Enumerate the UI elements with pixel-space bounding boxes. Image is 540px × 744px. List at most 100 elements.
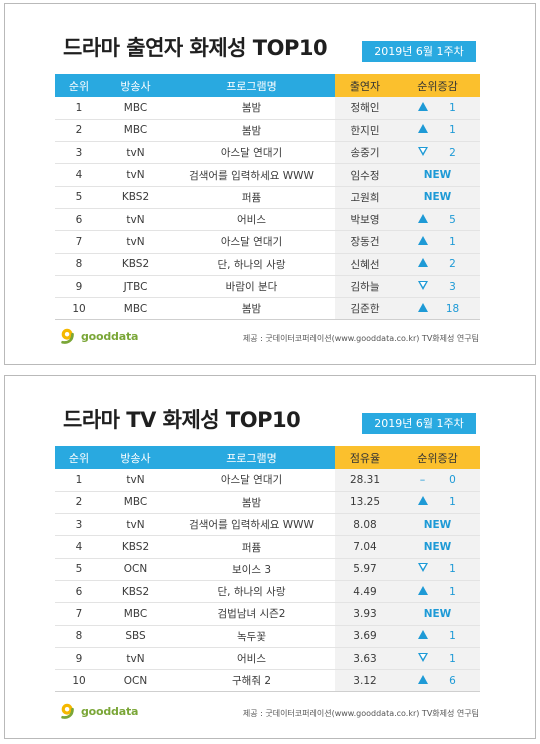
rank-cell: 5: [55, 558, 103, 581]
channel-cell: OCN: [103, 558, 168, 581]
change-amount: 1: [449, 652, 456, 665]
rank-change-cell: 2: [395, 141, 480, 165]
new-badge: NEW: [423, 607, 452, 620]
channel-cell: MBC: [103, 602, 168, 626]
triangle-up-icon: [417, 101, 428, 111]
table-row: 5 KBS2 퍼퓸 고원희 NEW: [55, 186, 480, 209]
rank-cell: 5: [55, 186, 103, 209]
program-cell: 퍼퓸: [168, 535, 335, 559]
channel-cell: tvN: [103, 230, 168, 254]
value-cell: 3.12: [335, 669, 395, 693]
table-row: 5 OCN 보이스 3 5.97 1: [55, 558, 480, 581]
value-cell: 김준한: [335, 297, 395, 321]
rank-change-cell: NEW: [395, 513, 480, 537]
change-amount: 2: [449, 146, 456, 159]
table-row: 2 MBC 봄밤 한지민 1: [55, 119, 480, 143]
rank-change: NEW: [395, 541, 480, 553]
program-cell: 아스달 연대기: [168, 141, 335, 165]
panel-title: 드라마 출연자 화제성 TOP10: [63, 36, 328, 60]
gooddata-logo-icon: [61, 703, 74, 719]
rank-cell: 9: [55, 275, 103, 299]
rank-change: 1: [395, 630, 480, 642]
channel-cell: tvN: [103, 163, 168, 187]
value-cell: 송중기: [335, 141, 395, 165]
program-cell: 봄밤: [168, 97, 335, 120]
change-direction: –: [408, 473, 438, 486]
change-amount: 0: [449, 473, 456, 486]
new-badge: NEW: [423, 191, 452, 204]
program-cell: 검색어를 입력하세요 WWW: [168, 163, 335, 187]
header-channel: 방송사: [103, 446, 168, 469]
actor-buzz-panel: 드라마 출연자 화제성 TOP10 2019년 6월 1주차 순위 방송사 프로…: [4, 3, 536, 365]
week-badge: 2019년 6월 1주차: [362, 413, 476, 434]
rank-change: 1: [395, 585, 480, 598]
rank-change: NEW: [395, 191, 480, 203]
table-row: 1 MBC 봄밤 정해인 1: [55, 97, 480, 120]
channel-cell: tvN: [103, 513, 168, 537]
program-cell: 아스달 연대기: [168, 230, 335, 254]
triangle-up-icon: [417, 302, 428, 312]
header-share: 점유율: [335, 446, 395, 469]
change-direction: [408, 101, 438, 114]
table-row: 7 MBC 검법남녀 시즌2 3.93 NEW: [55, 602, 480, 626]
rank-change: 1: [395, 124, 480, 136]
channel-cell: tvN: [103, 208, 168, 232]
program-cell: 봄밤: [168, 491, 335, 515]
channel-cell: MBC: [103, 97, 168, 120]
table-row: 1 tvN 아스달 연대기 28.31–0: [55, 469, 480, 492]
rank-change: 1: [395, 563, 480, 575]
rank-change: 18: [395, 302, 480, 315]
triangle-down-outline-icon: [417, 280, 428, 290]
rank-change-cell: NEW: [395, 535, 480, 559]
rank-change-cell: 3: [395, 275, 480, 299]
value-cell: 3.63: [335, 647, 395, 671]
program-cell: 바람이 분다: [168, 275, 335, 299]
header-rank-change: 순위증감: [395, 74, 480, 97]
channel-cell: MBC: [103, 491, 168, 515]
change-amount: 1: [449, 496, 456, 509]
change-amount: 1: [449, 563, 456, 576]
table-row: 6 KBS2 단, 하나의 사랑 4.49 1: [55, 580, 480, 604]
program-cell: 봄밤: [168, 297, 335, 321]
rank-change: NEW: [395, 608, 480, 620]
ranking-table: 순위 방송사 프로그램명 출연자 순위증감 1 MBC 봄밤 정해인 1 2 MBC 봄밤 한지…: [55, 74, 480, 321]
change-direction: [408, 674, 438, 687]
value-cell: 정해인: [335, 97, 395, 120]
value-cell: 7.04: [335, 535, 395, 559]
rank-change-cell: 1: [395, 491, 480, 515]
triangle-up-icon: [417, 258, 428, 268]
source-credit: 제공 : 굿데이터코퍼레이션(www.gooddata.co.kr) TV화제성…: [242, 709, 479, 718]
rank-cell: 8: [55, 253, 103, 276]
rank-change: 1: [395, 496, 480, 508]
rank-cell: 6: [55, 208, 103, 232]
program-cell: 검색어를 입력하세요 WWW: [168, 513, 335, 537]
channel-cell: KBS2: [103, 186, 168, 209]
dash-icon: –: [419, 473, 426, 487]
triangle-up-icon: [417, 124, 428, 134]
table-row: 3 tvN 아스달 연대기 송중기 2: [55, 141, 480, 165]
value-cell: 4.49: [335, 580, 395, 604]
rank-cell: 7: [55, 230, 103, 254]
triangle-down-outline-icon: [417, 652, 428, 662]
rank-change-cell: 1: [395, 119, 480, 143]
table-row: 4 tvN 검색어를 입력하세요 WWW 임수정 NEW: [55, 163, 480, 187]
table-row: 10 OCN 구해줘 2 3.12 6: [55, 669, 480, 693]
rank-change: 2: [395, 258, 480, 270]
rank-change-cell: 1: [395, 625, 480, 648]
triangle-up-icon: [417, 496, 428, 506]
header-rank: 순위: [55, 74, 103, 97]
change-amount: 1: [449, 235, 456, 248]
change-direction: [408, 563, 438, 575]
value-cell: 고원희: [335, 186, 395, 209]
rank-change-cell: 5: [395, 208, 480, 232]
change-direction: [408, 146, 438, 159]
program-cell: 단, 하나의 사랑: [168, 253, 335, 276]
program-cell: 어비스: [168, 208, 335, 232]
change-direction: [408, 280, 438, 293]
value-cell: 한지민: [335, 119, 395, 143]
rank-cell: 2: [55, 119, 103, 143]
value-cell: 13.25: [335, 491, 395, 515]
table-row: 8 KBS2 단, 하나의 사랑 신혜선 2: [55, 253, 480, 276]
channel-cell: OCN: [103, 669, 168, 693]
change-direction: [408, 235, 438, 248]
